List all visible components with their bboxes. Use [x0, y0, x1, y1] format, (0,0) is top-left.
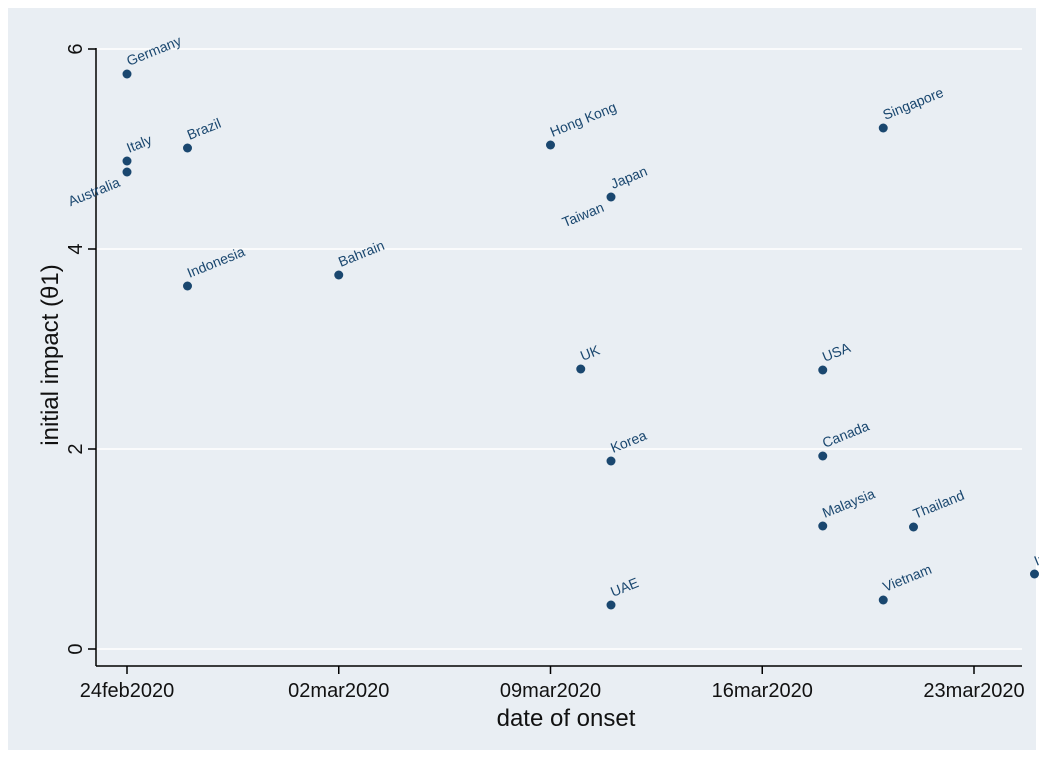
point-brazil: [183, 143, 192, 153]
point-italy: [122, 156, 132, 166]
y-tick-label: 2: [65, 443, 87, 454]
x-tick-label: 16mar2020: [712, 680, 813, 702]
point-malaysia: [818, 521, 828, 531]
point-korea: [606, 456, 616, 466]
point-bahrain: [334, 270, 344, 280]
y-tick-label: 0: [65, 643, 87, 654]
point-label-uk: UK: [578, 341, 603, 363]
point-hong-kong: [546, 140, 555, 150]
y-axis-title: initial impact (θ1): [37, 264, 64, 445]
point-thailand: [909, 522, 918, 532]
point-singapore: [878, 123, 888, 133]
point-canada: [818, 451, 828, 461]
x-tick-label: 23mar2020: [923, 680, 1024, 702]
gridlines: [96, 48, 1022, 650]
plot-area-background: [96, 18, 1022, 666]
point-india: [1030, 569, 1039, 579]
x-axis-title: date of onset: [497, 705, 636, 732]
y-tick-label: 4: [65, 243, 87, 254]
point-indonesia: [183, 281, 192, 291]
point-germany: [122, 69, 132, 79]
x-tick-label: 24feb2020: [80, 680, 175, 702]
point-label-india: India: [1032, 542, 1039, 568]
point-uae: [606, 600, 616, 610]
point-australia: [122, 167, 132, 177]
point-vietnam: [878, 595, 888, 605]
axes: 0 2 4 6 24feb2020 02mar2020 09mar2020 16mar2020…: [65, 43, 1025, 702]
x-tick-label: 09mar2020: [500, 680, 601, 702]
point-uk: [576, 364, 586, 374]
y-tick-label: 6: [65, 43, 87, 54]
x-tick-label: 02mar2020: [288, 680, 389, 702]
point-usa: [818, 365, 828, 375]
point-japan: [606, 192, 616, 202]
